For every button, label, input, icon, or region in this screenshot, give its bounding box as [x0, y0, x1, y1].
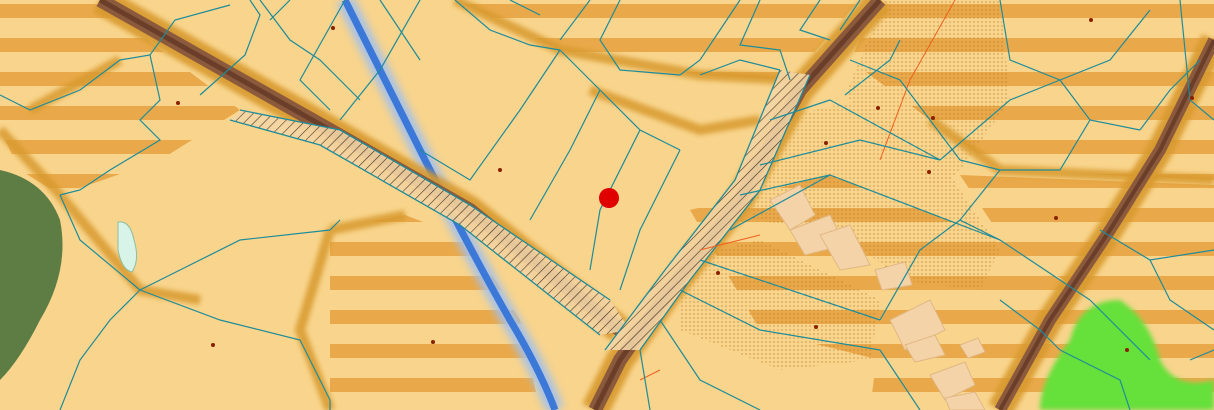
road-diagonal-center	[582, 0, 891, 410]
road-diagonal-left	[93, 0, 630, 341]
parcel-centroids	[176, 18, 1194, 352]
building-icon	[769, 184, 816, 231]
meadow-area	[1040, 300, 1214, 410]
forest-area	[0, 170, 63, 380]
building-icon	[889, 299, 946, 351]
location-dot-icon[interactable]	[599, 188, 619, 208]
building-icon	[959, 337, 986, 359]
building-icon	[944, 391, 986, 410]
building-icon	[904, 334, 946, 363]
river-core	[341, 0, 559, 410]
zone-area-bottom-center	[330, 215, 540, 410]
pond-area	[117, 221, 138, 273]
building-icon	[929, 361, 976, 401]
stipple-area-center	[750, 100, 1000, 290]
building-icon	[819, 224, 871, 271]
road-diagonal-right	[988, 34, 1214, 410]
zone-area-top-middle	[455, 0, 860, 80]
stipple-area-lower	[680, 240, 880, 370]
buildings	[769, 184, 986, 410]
building-icon	[874, 261, 913, 291]
zone-area-top-left	[0, 0, 240, 195]
